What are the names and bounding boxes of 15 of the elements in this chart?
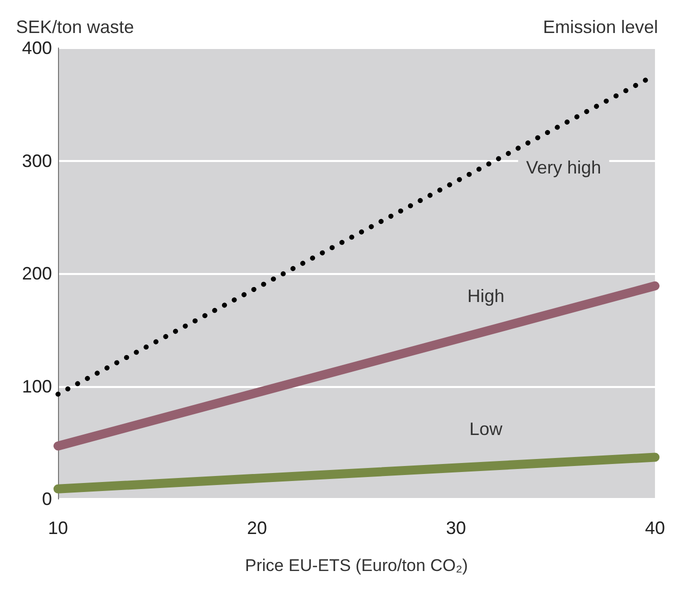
- y-tick-label: 200: [22, 264, 52, 284]
- y-tick-label: 0: [42, 489, 52, 509]
- x-tick-label: 40: [644, 518, 666, 538]
- series-label: Very high: [526, 157, 602, 178]
- legend-title: Emission level: [542, 17, 658, 37]
- x-tick-label: 30: [446, 518, 466, 538]
- y-tick-label: 300: [22, 150, 52, 171]
- series-label: High: [467, 286, 504, 306]
- x-axis-title: Price EU-ETS (Euro/ton CO₂): [245, 556, 468, 575]
- series-label: Low: [469, 418, 504, 439]
- y-tick-label: 400: [22, 38, 52, 58]
- y-axis-title: SEK/ton waste: [16, 17, 134, 37]
- y-tick-label: 100: [22, 376, 52, 396]
- x-tick-label: 20: [246, 518, 268, 538]
- x-tick-label: 10: [48, 518, 68, 538]
